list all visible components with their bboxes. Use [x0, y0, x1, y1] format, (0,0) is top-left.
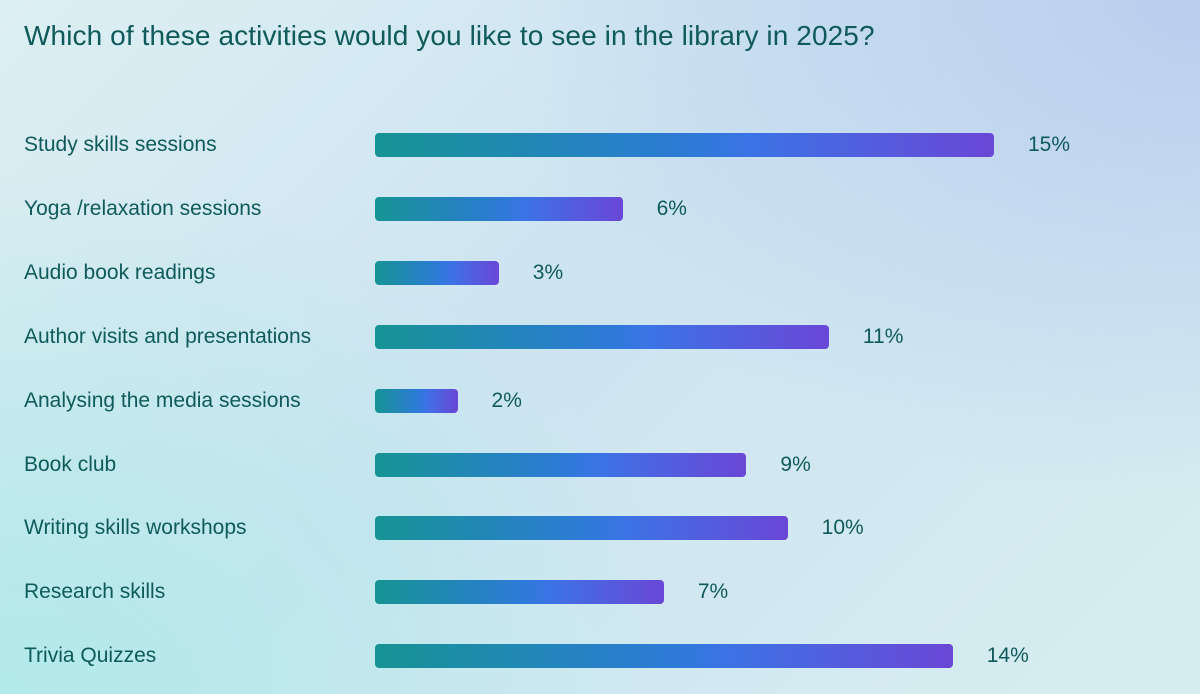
- bar-row: Book club 9%: [0, 452, 1200, 478]
- bar: [375, 324, 829, 349]
- value-label: 6%: [656, 196, 687, 220]
- bar: [375, 196, 623, 221]
- category-label: Yoga /relaxation sessions: [24, 196, 262, 220]
- bar: [375, 580, 664, 605]
- category-label: Book club: [24, 452, 117, 476]
- bar-row: Writing skills workshops 10%: [0, 515, 1200, 541]
- bar: [375, 452, 747, 477]
- category-label: Analysing the media sessions: [24, 388, 301, 412]
- category-label: Trivia Quizzes: [24, 644, 157, 668]
- bar: [375, 260, 499, 285]
- bar-row: Research skills 7%: [0, 579, 1200, 605]
- bar-row: Yoga /relaxation sessions 6%: [0, 196, 1200, 222]
- value-label: 7%: [697, 580, 729, 604]
- bar-row: Author visits and presentations 11%: [0, 324, 1200, 350]
- bar: [375, 388, 458, 413]
- bar-row: Study skills sessions 15%: [0, 132, 1200, 158]
- bar: [375, 133, 994, 157]
- value-label: 11%: [862, 324, 904, 348]
- value-label: 3%: [532, 260, 564, 284]
- value-label: 2%: [491, 388, 522, 412]
- category-label: Study skills sessions: [24, 133, 217, 156]
- chart-title: Which of these activities would you like…: [24, 20, 875, 51]
- bar: [375, 516, 788, 541]
- bar-row: Audio book readings 3%: [0, 260, 1200, 286]
- category-label: Research skills: [24, 580, 166, 604]
- category-label: Author visits and presentations: [24, 324, 312, 348]
- value-label: 9%: [780, 452, 811, 476]
- category-label: Writing skills workshops: [24, 516, 247, 540]
- value-label: 10%: [821, 516, 864, 540]
- category-label: Audio book readings: [24, 260, 216, 284]
- value-label: 14%: [986, 644, 1029, 668]
- bar-row: Trivia Quizzes 14%: [0, 643, 1200, 669]
- bar-row: Analysing the media sessions 2%: [0, 388, 1200, 414]
- bar: [375, 644, 953, 669]
- value-label: 15%: [1028, 133, 1071, 156]
